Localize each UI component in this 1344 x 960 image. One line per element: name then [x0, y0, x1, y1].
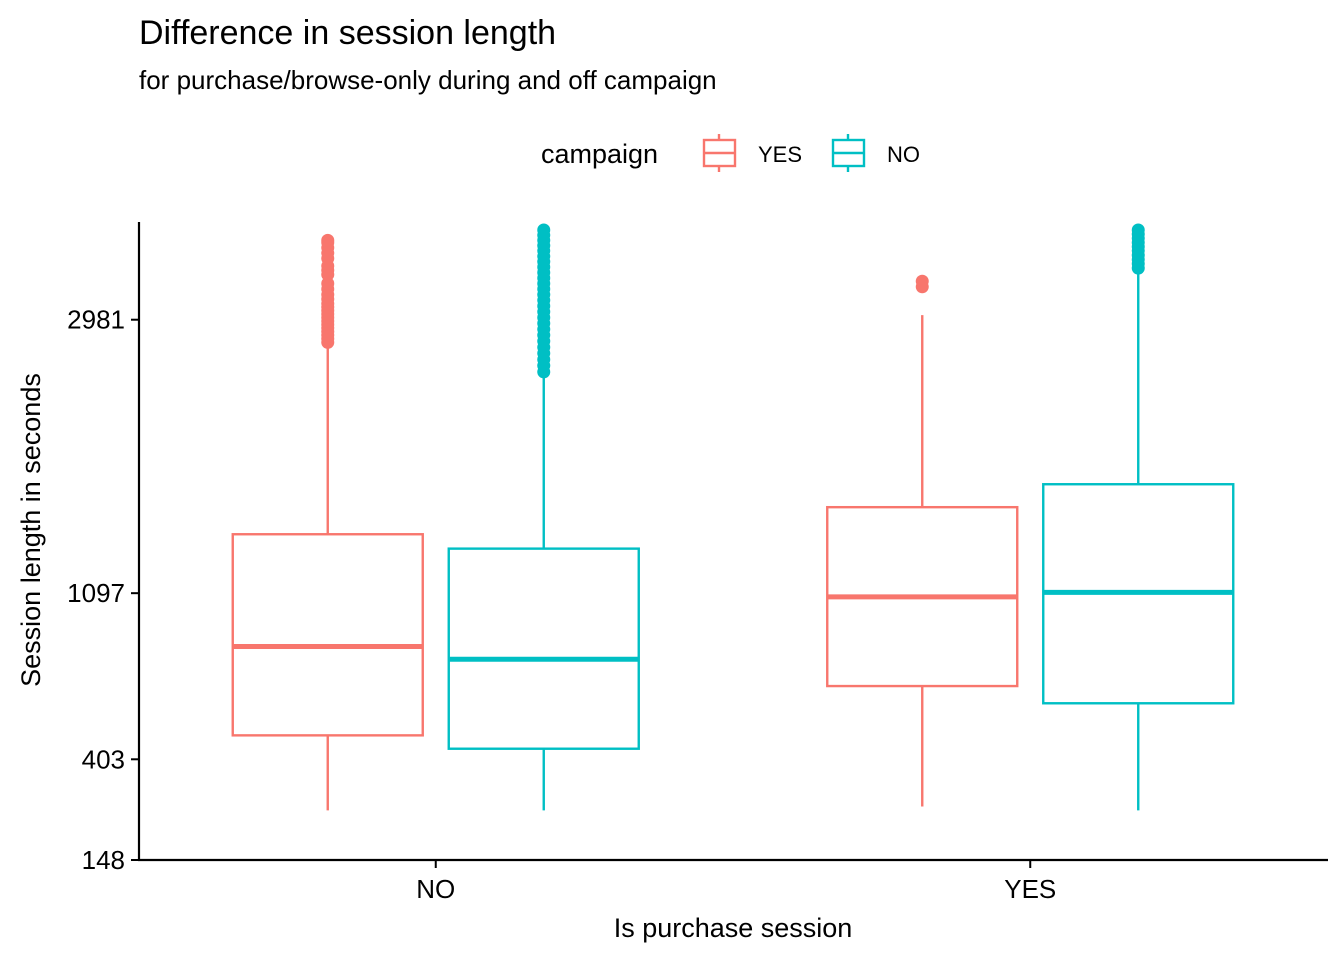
x-tick-label: YES — [1004, 874, 1056, 904]
box-no-yes — [1042, 223, 1235, 811]
x-axis-ticks: NO YES — [416, 860, 1056, 904]
box-yes-yes — [826, 274, 1019, 807]
y-axis-ticks: 148 403 1097 2981 — [67, 305, 139, 875]
x-axis-label: Is purchase session — [614, 913, 853, 943]
box-no-no — [447, 223, 640, 811]
chart-subtitle: for purchase/browse-only during and off … — [139, 65, 717, 95]
y-tick-label: 2981 — [67, 305, 125, 335]
y-tick-label: 403 — [82, 744, 125, 774]
y-tick-label: 1097 — [67, 578, 125, 608]
legend-title: campaign — [541, 139, 658, 169]
legend: campaign YES NO — [541, 134, 920, 172]
series-yes — [231, 233, 1019, 811]
outlier-point — [915, 274, 929, 288]
outlier-point — [1131, 223, 1145, 237]
y-tick-label: 148 — [82, 845, 125, 875]
outlier-point — [537, 223, 551, 237]
iqr-box — [447, 547, 640, 750]
outlier-point — [321, 233, 335, 247]
y-axis-label: Session length in seconds — [16, 373, 46, 687]
chart-title: Difference in session length — [139, 14, 556, 52]
legend-entry-yes: YES — [702, 134, 802, 172]
legend-label-yes: YES — [758, 142, 802, 167]
legend-label-no: NO — [887, 142, 920, 167]
series-no — [447, 223, 1235, 811]
plot-area — [231, 223, 1235, 811]
legend-entry-no: NO — [831, 134, 920, 172]
x-tick-label: NO — [416, 874, 455, 904]
box-yes-no — [231, 233, 424, 811]
iqr-box — [231, 533, 424, 737]
